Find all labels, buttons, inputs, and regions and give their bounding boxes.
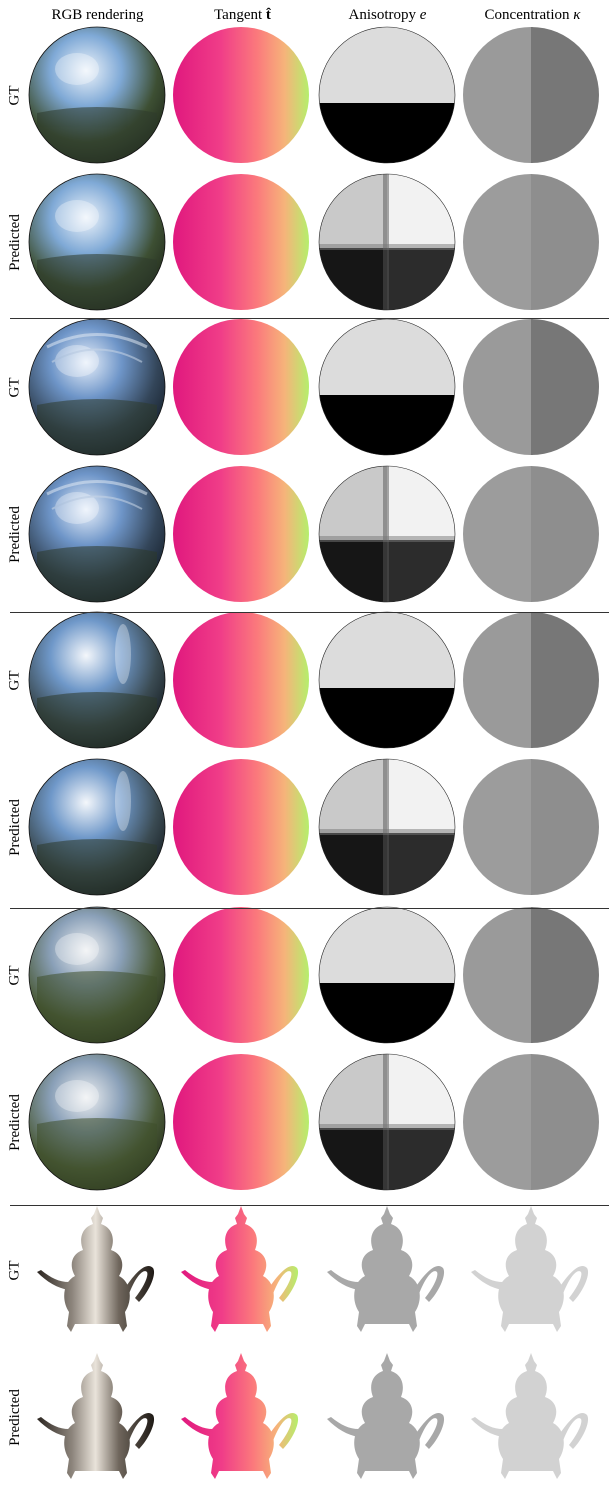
sphere-3-gt-concentration-image [461, 610, 601, 750]
row-label-gt: GT [0, 610, 30, 750]
column-header-anisotropy: Anisotropy e [348, 7, 427, 23]
row-label-predicted: Predicted [0, 1347, 30, 1487]
row-label-gt: GT [0, 1200, 30, 1340]
teapot-predicted-tangent-image [171, 1347, 311, 1487]
row-label-text: Predicted [6, 1388, 23, 1446]
teapot-predicted-anisotropy-image [317, 1347, 457, 1487]
row-label-text: Predicted [6, 213, 23, 271]
sphere-1-predicted-anisotropy-image [317, 172, 457, 312]
group-separator [10, 1205, 609, 1206]
row-label-text: GT [6, 670, 23, 690]
sphere-4-gt-concentration-image [461, 905, 601, 1045]
sphere-2-gt-concentration-image [461, 317, 601, 457]
column-header-concentration: Concentration κ [484, 7, 581, 23]
row-label-predicted: Predicted [0, 757, 30, 897]
row-label-gt: GT [0, 317, 30, 457]
sphere-4-gt-rgb-image [27, 905, 167, 1045]
teapot-predicted-concentration-image [461, 1347, 601, 1487]
row-label-text: Predicted [6, 1093, 23, 1151]
sphere-3-predicted-rgb-image [27, 757, 167, 897]
sphere-2-predicted-tangent-image [171, 464, 311, 604]
sphere-3-predicted-anisotropy-image [317, 757, 457, 897]
sphere-3-gt-anisotropy-image [317, 610, 457, 750]
teapot-gt-rgb-image [27, 1200, 167, 1340]
teapot-gt-anisotropy-image [317, 1200, 457, 1340]
row-label-text: GT [6, 965, 23, 985]
row-label-predicted: Predicted [0, 464, 30, 604]
row-label-text: GT [6, 85, 23, 105]
sphere-2-predicted-concentration-image [461, 464, 601, 604]
sphere-1-predicted-concentration-image [461, 172, 601, 312]
row-label-gt: GT [0, 905, 30, 1045]
sphere-3-gt-rgb-image [27, 610, 167, 750]
sphere-1-predicted-rgb-image [27, 172, 167, 312]
row-label-gt: GT [0, 25, 30, 165]
sphere-3-predicted-tangent-image [171, 757, 311, 897]
sphere-2-predicted-anisotropy-image [317, 464, 457, 604]
sphere-2-predicted-rgb-image [27, 464, 167, 604]
group-separator [10, 318, 609, 319]
row-label-text: Predicted [6, 505, 23, 563]
group-separator [10, 612, 609, 613]
sphere-1-gt-anisotropy-image [317, 25, 457, 165]
sphere-4-gt-anisotropy-image [317, 905, 457, 1045]
row-label-text: GT [6, 377, 23, 397]
teapot-gt-concentration-image [461, 1200, 601, 1340]
teapot-gt-tangent-image [171, 1200, 311, 1340]
sphere-2-gt-anisotropy-image [317, 317, 457, 457]
group-separator [10, 908, 609, 909]
column-header-row: RGB rendering Tangent t̂ Anisotropy e Co… [0, 0, 609, 30]
sphere-3-predicted-concentration-image [461, 757, 601, 897]
sphere-4-predicted-tangent-image [171, 1052, 311, 1192]
row-label-text: GT [6, 1260, 23, 1280]
sphere-1-predicted-tangent-image [171, 172, 311, 312]
column-header-rgb: RGB rendering [51, 7, 144, 23]
row-label-predicted: Predicted [0, 1052, 30, 1192]
sphere-1-gt-rgb-image [27, 25, 167, 165]
teapot-predicted-rgb-image [27, 1347, 167, 1487]
row-label-predicted: Predicted [0, 172, 30, 312]
row-label-text: Predicted [6, 798, 23, 856]
sphere-2-gt-tangent-image [171, 317, 311, 457]
sphere-4-predicted-rgb-image [27, 1052, 167, 1192]
sphere-3-gt-tangent-image [171, 610, 311, 750]
sphere-2-gt-rgb-image [27, 317, 167, 457]
sphere-1-gt-tangent-image [171, 25, 311, 165]
sphere-4-predicted-concentration-image [461, 1052, 601, 1192]
sphere-1-gt-concentration-image [461, 25, 601, 165]
sphere-4-predicted-anisotropy-image [317, 1052, 457, 1192]
column-header-tangent: Tangent t̂ [214, 7, 271, 23]
sphere-4-gt-tangent-image [171, 905, 311, 1045]
